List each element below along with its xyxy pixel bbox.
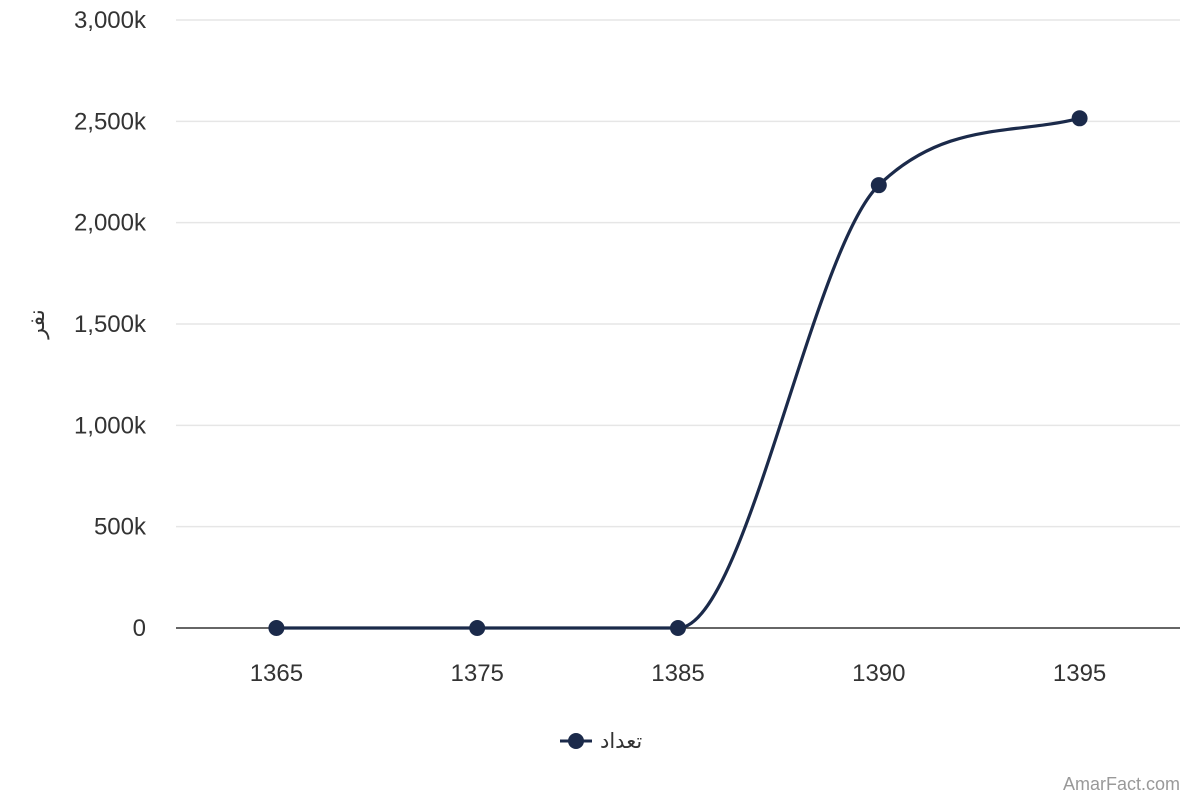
y-axis-title: نفر [24,309,49,339]
x-axis-ticks: 1365 1375 1385 1390 1395 [250,660,1107,687]
legend-dot-marker[interactable] [568,733,584,749]
x-tick-label: 1395 [1053,660,1106,687]
y-tick-label: 500k [94,514,147,541]
y-tick-label: 1,000k [74,412,147,439]
data-point-1375[interactable] [469,620,486,636]
x-tick-label: 1390 [852,660,905,687]
data-point-1385[interactable] [670,620,686,636]
x-tick-label: 1365 [250,660,303,687]
y-axis-ticks: 0 500k 1,000k 1,500k 2,000k 2,500k 3,000k [74,7,147,642]
data-point-1395[interactable] [1071,110,1088,127]
data-point-1365[interactable] [268,620,285,636]
y-tick-label: 0 [133,615,146,642]
data-point-1390[interactable] [870,177,887,194]
y-tick-label: 1,500k [74,311,147,338]
y-tick-label: 2,000k [74,210,147,237]
grid-lines [176,19,1180,629]
y-tick-label: 2,500k [74,108,147,135]
legend[interactable]: تعداد [560,730,642,753]
credit-link[interactable]: AmarFact.com [1063,774,1180,794]
x-tick-label: 1375 [451,660,504,687]
y-tick-label: 3,000k [74,7,147,34]
series-line [274,116,1082,630]
legend-label-series[interactable]: تعداد [600,730,642,753]
x-tick-label: 1385 [651,660,704,687]
series-layer [268,110,1088,636]
